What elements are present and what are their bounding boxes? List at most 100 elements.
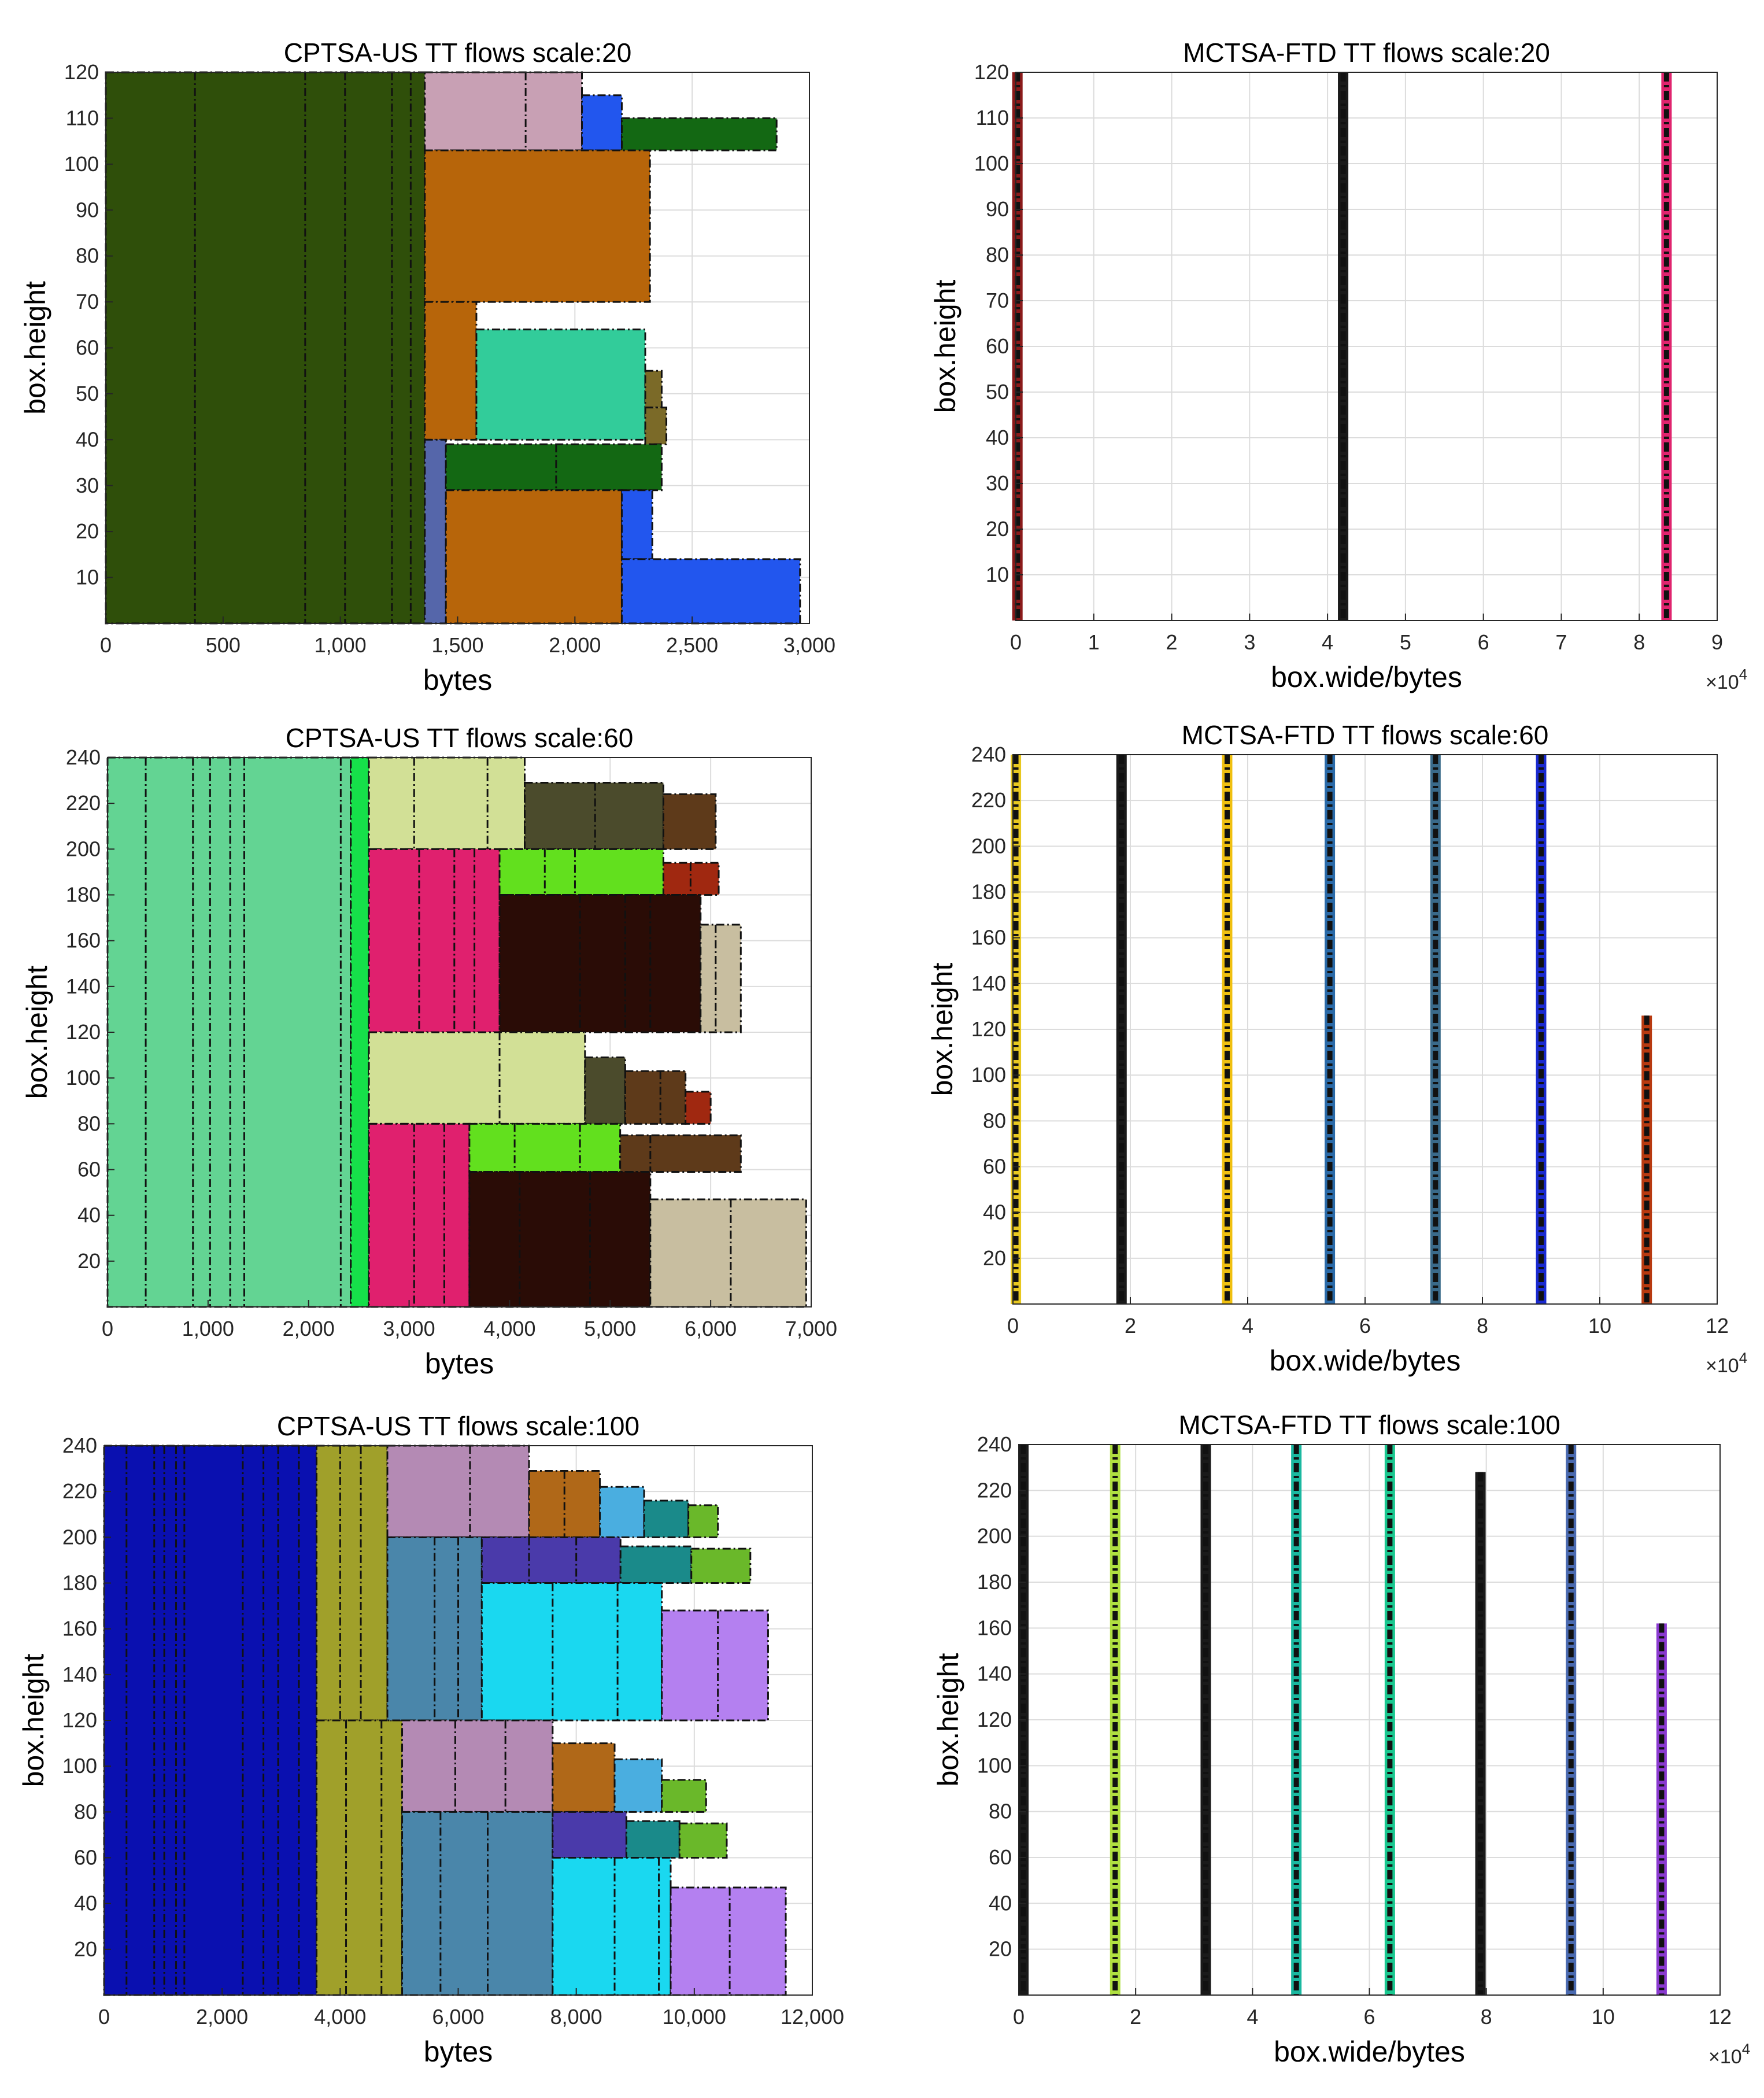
y-tick-label: 110 — [976, 106, 1009, 130]
x-tick-label: 1,000 — [182, 1317, 234, 1340]
y-tick-label: 10 — [76, 566, 99, 589]
x-tick-label: 2,500 — [666, 633, 718, 657]
y-tick-label: 80 — [989, 1800, 1012, 1823]
flow-box — [424, 149, 651, 303]
y-axis-label: box.height — [21, 966, 53, 1099]
x-tick-label: 7,000 — [785, 1317, 837, 1340]
flow-box — [678, 1822, 728, 1859]
x-tick-label: 8 — [1481, 2005, 1492, 2029]
flow-box — [649, 1198, 807, 1308]
chart-title: CPTSA-US TT flows scale:100 — [277, 1411, 639, 1441]
y-tick-label: 140 — [977, 1662, 1012, 1686]
x-tick-label: 10 — [1588, 1314, 1611, 1338]
y-tick-label: 40 — [989, 1891, 1012, 1915]
x-tick-label: 0 — [98, 2005, 110, 2029]
x-axis: 0 1 2 3 4 5 6 7 8 9 — [1010, 614, 1723, 654]
flow-box — [661, 1779, 707, 1813]
y-tick-label: 110 — [66, 106, 99, 130]
x-tick-label: 12,000 — [781, 2005, 844, 2029]
flow-box — [552, 1742, 616, 1813]
flow-box — [685, 1091, 712, 1125]
y-tick-label: 160 — [66, 929, 101, 952]
y-tick-label: 160 — [977, 1616, 1012, 1639]
y-tick-label: 240 — [66, 745, 101, 769]
x-axis-label: box.wide/bytes — [1270, 1345, 1461, 1377]
y-tick-label: 20 — [986, 517, 1009, 541]
x-tick-label: 0 — [100, 633, 112, 657]
y-tick-label: 100 — [62, 1754, 97, 1778]
flow-box — [368, 1122, 471, 1308]
flow-box — [644, 370, 663, 409]
y-axis: 10 20 30 40 50 60 70 80 90 100 110 120 — [64, 60, 113, 589]
y-tick-label: 160 — [62, 1617, 97, 1641]
chart-6: 0 2 4 6 8 10 12 20 40 60 80 100 120 140 160 180 200 220 24… — [932, 1410, 1750, 2068]
x-tick-label: 1,500 — [431, 633, 483, 657]
y-tick-label: 60 — [983, 1155, 1006, 1179]
y-tick-label: 60 — [986, 334, 1009, 358]
y-tick-label: 80 — [74, 1800, 97, 1823]
x-tick-label: 10,000 — [663, 2005, 726, 2029]
y-tick-label: 200 — [62, 1525, 97, 1549]
y-tick-label: 60 — [74, 1846, 97, 1870]
y-tick-label: 20 — [983, 1246, 1006, 1270]
x-tick-label: 6,000 — [685, 1317, 737, 1340]
y-tick-label: 80 — [77, 1111, 101, 1135]
y-axis: 10 20 30 40 50 60 70 80 90 100 110 120 — [974, 60, 1023, 586]
flow-box — [690, 1547, 752, 1584]
flow-box — [661, 1609, 769, 1722]
y-tick-label: 180 — [977, 1570, 1012, 1594]
y-tick-label: 40 — [74, 1892, 97, 1915]
y-tick-label: 90 — [986, 197, 1009, 221]
x-tick-label: 6 — [1359, 1314, 1371, 1338]
flow-box — [624, 1070, 687, 1125]
y-axis-label: box.height — [929, 280, 961, 413]
y-tick-label: 70 — [986, 289, 1009, 312]
flow-box — [620, 117, 778, 152]
flow-box — [619, 1134, 742, 1173]
x-tick-label: 6 — [1363, 2005, 1375, 2029]
x-tick-label: 0 — [102, 1317, 113, 1340]
x-tick-label: 12 — [1708, 2005, 1732, 2029]
x-tick-label: 2,000 — [283, 1317, 335, 1340]
y-tick-label: 40 — [983, 1201, 1006, 1224]
chart-title: MCTSA-FTD TT flows scale:100 — [1178, 1410, 1560, 1440]
flow-box — [552, 1857, 672, 1996]
y-axis-label: box.height — [19, 281, 51, 415]
y-tick-label: 20 — [76, 519, 99, 543]
y-tick-label: 120 — [974, 60, 1009, 84]
x-tick-label: 1 — [1088, 630, 1100, 654]
x-tick-label: 9 — [1711, 630, 1723, 654]
chart-1: 0 500 1,000 1,500 2,000 2,500 3,000 10 20 30 40 50 6… — [19, 38, 835, 696]
y-tick-label: 120 — [62, 1708, 97, 1732]
y-tick-label: 40 — [986, 426, 1009, 449]
x-tick-label: 4 — [1242, 1314, 1253, 1338]
flow-box — [480, 1536, 622, 1584]
flow-box — [687, 1504, 719, 1538]
x-tick-label: 0 — [1010, 630, 1022, 654]
y-tick-label: 140 — [971, 972, 1006, 995]
flow-box — [581, 94, 623, 152]
flow-box — [468, 1170, 652, 1308]
flow-box — [368, 848, 501, 1033]
x-tick-label: 4 — [1247, 2005, 1258, 2029]
flow-box — [599, 1486, 645, 1538]
y-tick-label: 60 — [989, 1845, 1012, 1869]
chart-5: 0 2,000 4,000 6,000 8,000 10,000 12,000 20 40 60 8… — [17, 1411, 844, 2068]
chart-title: MCTSA-FTD TT flows scale:20 — [1183, 38, 1550, 68]
x-tick-label: 7 — [1555, 630, 1567, 654]
x-tick-label: 5,000 — [584, 1317, 636, 1340]
data-marks — [106, 756, 807, 1308]
y-tick-label: 50 — [76, 382, 99, 405]
flow-box — [643, 1499, 690, 1538]
x-tick-label: 2,000 — [196, 2005, 248, 2029]
y-tick-label: 140 — [66, 974, 101, 998]
y-tick-label: 180 — [66, 883, 101, 907]
flow-box — [368, 1031, 586, 1125]
x-tick-label: 6,000 — [432, 2005, 484, 2029]
y-tick-label: 180 — [62, 1571, 97, 1595]
y-tick-label: 220 — [66, 791, 101, 815]
flow-box — [524, 782, 664, 850]
x-tick-label: 3,000 — [383, 1317, 435, 1340]
y-tick-label: 60 — [77, 1158, 101, 1181]
x-axis-label: bytes — [423, 664, 493, 696]
